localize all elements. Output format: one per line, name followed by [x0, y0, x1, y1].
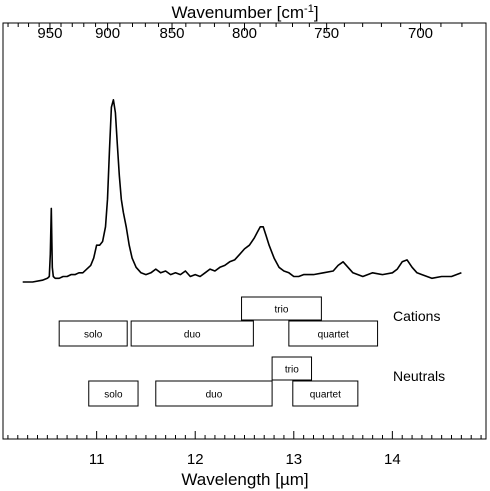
x2-tick-label: 900 [95, 25, 120, 42]
band-label-cations-quartet: quartet [318, 330, 349, 341]
bands-layer: trio solo duo quartet trio solo duo quartet [58, 296, 379, 407]
band-label-neutrals-trio: trio [285, 365, 299, 376]
band-box-neutrals-solo [88, 380, 139, 407]
x-axis-title: Wavelength [µm] [181, 470, 308, 489]
band-label-cations-trio: trio [275, 305, 289, 316]
x2-axis-title: Wavenumber [cm-1] [171, 3, 318, 22]
band-label-cations-duo: duo [184, 330, 201, 341]
ticks-layer: 11 12 13 14 950 900 850 800 750 700 [7, 23, 482, 468]
band-label-neutrals-solo: solo [104, 390, 123, 401]
x2-tick-label: 850 [160, 25, 185, 42]
x-tick-label: 14 [384, 451, 401, 468]
band-box-cations-trio [241, 296, 322, 321]
band-box-neutrals-quartet [292, 380, 359, 407]
group-label-neutrals: Neutrals [393, 368, 445, 384]
band-label-neutrals-duo: duo [206, 390, 223, 401]
band-box-cations-quartet [288, 320, 379, 347]
band-label-cations-solo: solo [84, 330, 103, 341]
x-tick-label: 11 [89, 451, 105, 468]
x2-tick-label: 950 [37, 25, 62, 42]
x2-tick-label: 750 [314, 25, 339, 42]
x2-tick-label: 700 [408, 25, 433, 42]
group-label-cations: Cations [393, 308, 440, 324]
band-box-neutrals-duo [155, 380, 273, 407]
x-tick-label: 12 [187, 451, 204, 468]
band-box-cations-duo [130, 320, 254, 347]
band-label-neutrals-quartet: quartet [310, 390, 341, 401]
band-box-cations-solo [58, 320, 128, 347]
spectrum-line [22, 99, 462, 283]
x-tick-label: 13 [285, 451, 302, 468]
x2-tick-label: 800 [232, 25, 257, 42]
band-box-neutrals-trio [271, 356, 313, 381]
